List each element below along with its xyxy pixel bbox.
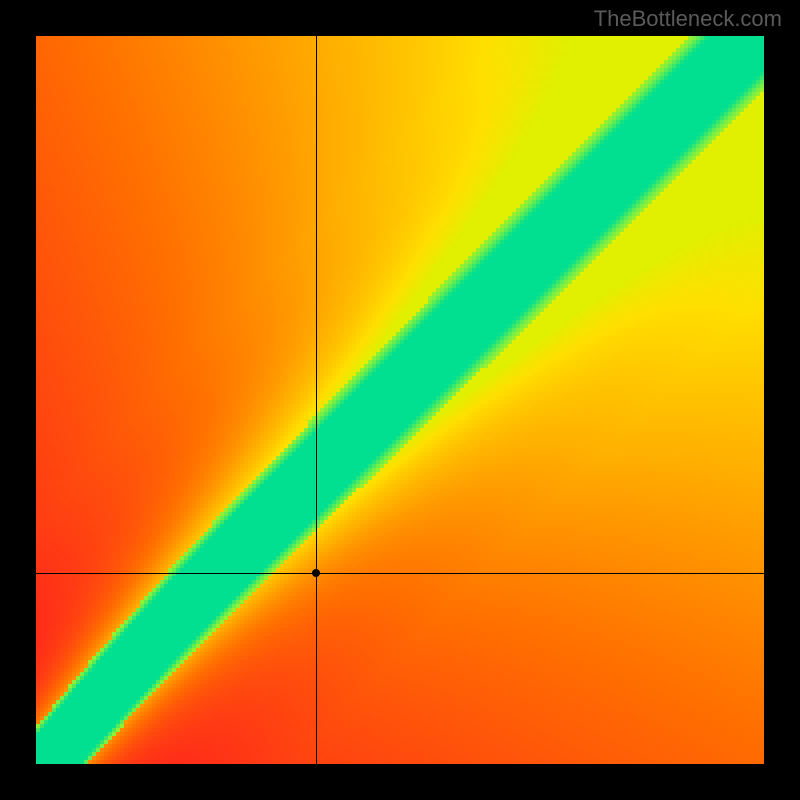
heatmap-canvas xyxy=(36,36,764,764)
plot-area xyxy=(36,36,764,764)
crosshair-horizontal xyxy=(36,573,764,574)
crosshair-vertical xyxy=(316,36,317,764)
watermark-text: TheBottleneck.com xyxy=(594,6,782,32)
crosshair-marker xyxy=(312,569,320,577)
